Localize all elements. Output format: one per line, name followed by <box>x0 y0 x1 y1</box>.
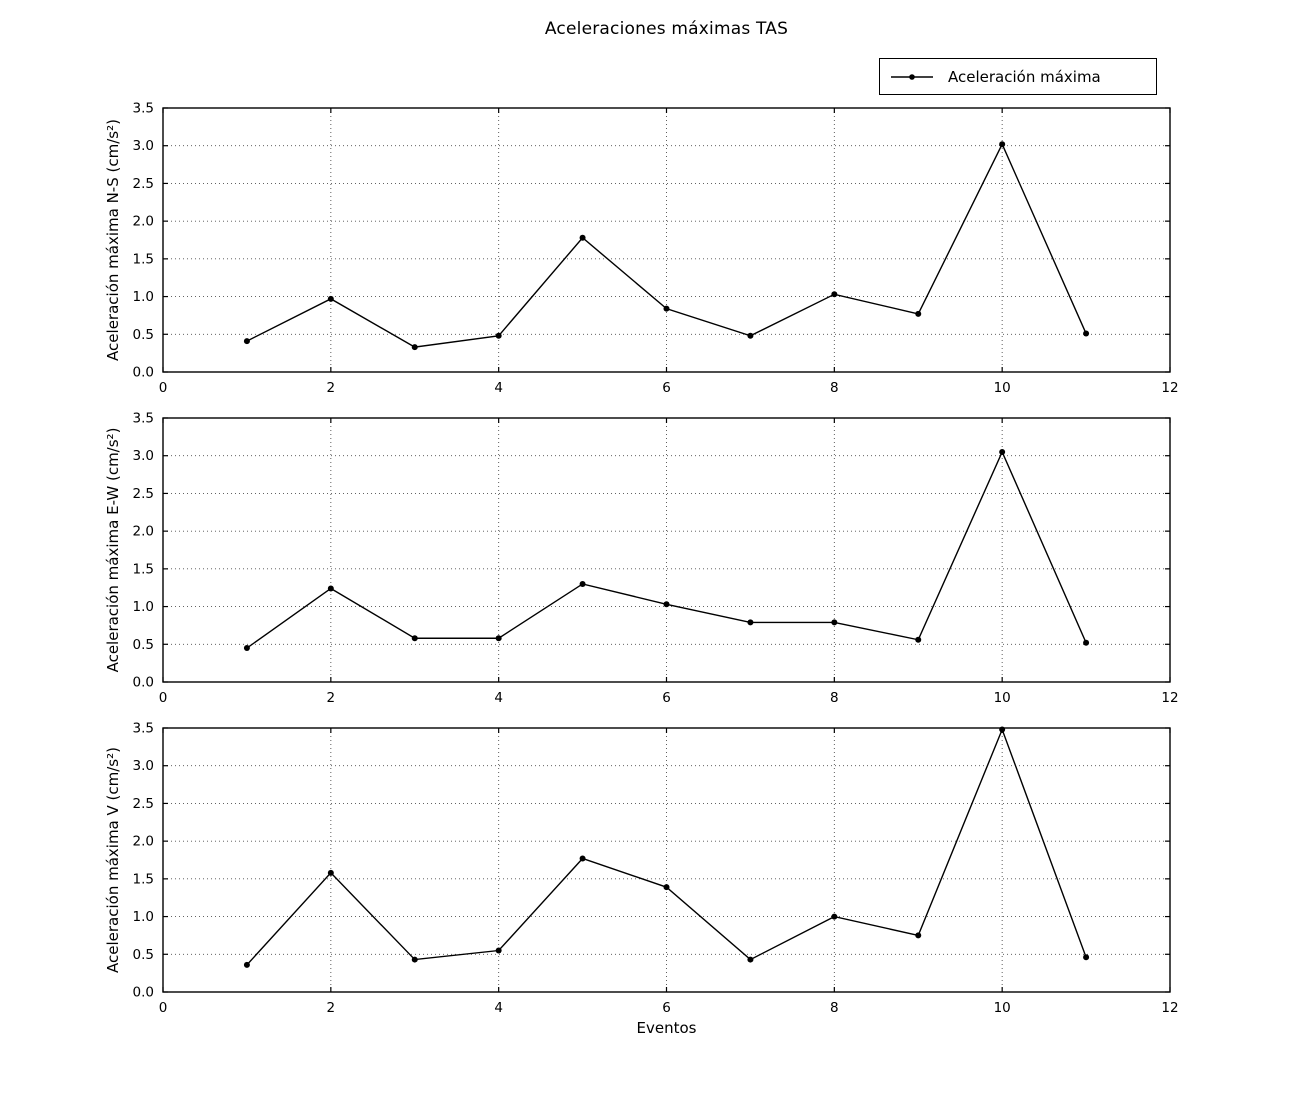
data-point <box>999 448 1006 455</box>
grid <box>163 108 1170 372</box>
data-point <box>663 601 670 608</box>
y-tick-label: 0.5 <box>133 327 154 343</box>
panel-n-s: 0 2 4 6 8 10 12 0.0 0.5 1.0 1.5 2.0 2.5 3.0 3.5 <box>133 101 1179 397</box>
x-tick-label: 12 <box>1161 380 1178 396</box>
y-tick-label: 3.5 <box>133 721 154 737</box>
data-point <box>495 947 502 954</box>
data-markers <box>243 726 1090 968</box>
x-tick-label: 10 <box>994 690 1011 706</box>
y-tick-label: 1.5 <box>133 561 154 577</box>
x-tick-label: 4 <box>494 1000 503 1016</box>
data-point <box>327 869 334 876</box>
legend-label: Aceleración máxima <box>948 67 1101 86</box>
x-tick-label: 10 <box>994 380 1011 396</box>
figure-title: Aceleraciones máximas TAS <box>544 19 789 39</box>
y-tick-label: 0.0 <box>133 985 154 1001</box>
data-point <box>1083 639 1090 646</box>
data-point <box>411 635 418 642</box>
y-tick-label: 3.0 <box>133 448 154 464</box>
y-tick-label: 0.5 <box>133 637 154 653</box>
y-tick-label: 2.5 <box>133 176 154 192</box>
y-tick-label: 3.0 <box>133 758 154 774</box>
x-tick-label: 12 <box>1161 690 1178 706</box>
data-point <box>831 619 838 626</box>
x-axis-label: Eventos <box>636 1019 697 1037</box>
grid <box>163 418 1170 682</box>
x-tick-label: 2 <box>327 1000 336 1016</box>
y-tick-label: 2.0 <box>133 834 154 850</box>
y-tick-label: 1.0 <box>133 909 154 925</box>
y-tick-label: 1.0 <box>133 599 154 615</box>
data-point <box>1083 954 1090 961</box>
y-tick-label: 2.0 <box>133 524 154 540</box>
legend-line-marker-icon <box>891 73 933 80</box>
data-point <box>747 956 754 963</box>
y-tick-label: 1.0 <box>133 289 154 305</box>
x-tick-label: 6 <box>662 690 671 706</box>
data-point <box>579 234 586 241</box>
data-point <box>915 932 922 939</box>
data-point <box>831 291 838 298</box>
data-point <box>243 338 250 345</box>
data-point <box>495 635 502 642</box>
x-tick-label: 4 <box>494 690 503 706</box>
data-markers <box>243 141 1090 351</box>
data-point <box>663 305 670 312</box>
data-point <box>579 580 586 587</box>
x-tick-label: 0 <box>159 380 168 396</box>
tick-marks <box>162 417 1171 683</box>
y-tick-label: 2.5 <box>133 796 154 812</box>
legend: Aceleración máxima <box>879 58 1157 95</box>
x-tick-label: 0 <box>159 1000 168 1016</box>
data-point <box>327 585 334 592</box>
x-tick-label: 4 <box>494 380 503 396</box>
x-tick-label: 2 <box>327 690 336 706</box>
data-point <box>999 141 1006 148</box>
data-point <box>747 332 754 339</box>
x-tick-label: 8 <box>830 1000 839 1016</box>
data-markers <box>243 448 1090 652</box>
x-tick-label: 6 <box>662 1000 671 1016</box>
data-point <box>243 645 250 652</box>
x-tick-label: 12 <box>1161 1000 1178 1016</box>
grid <box>163 728 1170 992</box>
data-point <box>327 295 334 302</box>
x-tick-label: 0 <box>159 690 168 706</box>
data-point <box>915 310 922 317</box>
y-tick-label: 1.5 <box>133 871 154 887</box>
panel-e-w: 0 2 4 6 8 10 12 0.0 0.5 1.0 1.5 2.0 2.5 3.0 3.5 <box>133 411 1179 707</box>
y-tick-label: 3.5 <box>133 101 154 117</box>
data-point <box>999 726 1006 733</box>
y-tick-label: 2.5 <box>133 486 154 502</box>
tick-marks <box>162 107 1171 373</box>
panel-v: 0 2 4 6 8 10 12 0.0 0.5 1.0 1.5 2.0 2.5 3.0 3.5 <box>133 721 1179 1017</box>
data-point <box>663 884 670 891</box>
y-tick-label: 0.0 <box>133 675 154 691</box>
data-point <box>747 619 754 626</box>
x-tick-label: 8 <box>830 380 839 396</box>
x-tick-label: 2 <box>327 380 336 396</box>
y-tick-label: 3.0 <box>133 138 154 154</box>
x-tick-label: 6 <box>662 380 671 396</box>
data-point <box>411 956 418 963</box>
data-point <box>831 913 838 920</box>
y-tick-label: 0.0 <box>133 365 154 381</box>
y-tick-label: 2.0 <box>133 214 154 230</box>
data-point <box>915 636 922 643</box>
data-point <box>1083 330 1090 337</box>
x-tick-label: 8 <box>830 690 839 706</box>
y-tick-label: 0.5 <box>133 947 154 963</box>
data-point <box>243 961 250 968</box>
data-point <box>411 344 418 351</box>
data-point <box>495 332 502 339</box>
data-point <box>579 855 586 862</box>
x-tick-label: 10 <box>994 1000 1011 1016</box>
y-tick-label: 1.5 <box>133 251 154 267</box>
y-tick-label: 3.5 <box>133 411 154 427</box>
